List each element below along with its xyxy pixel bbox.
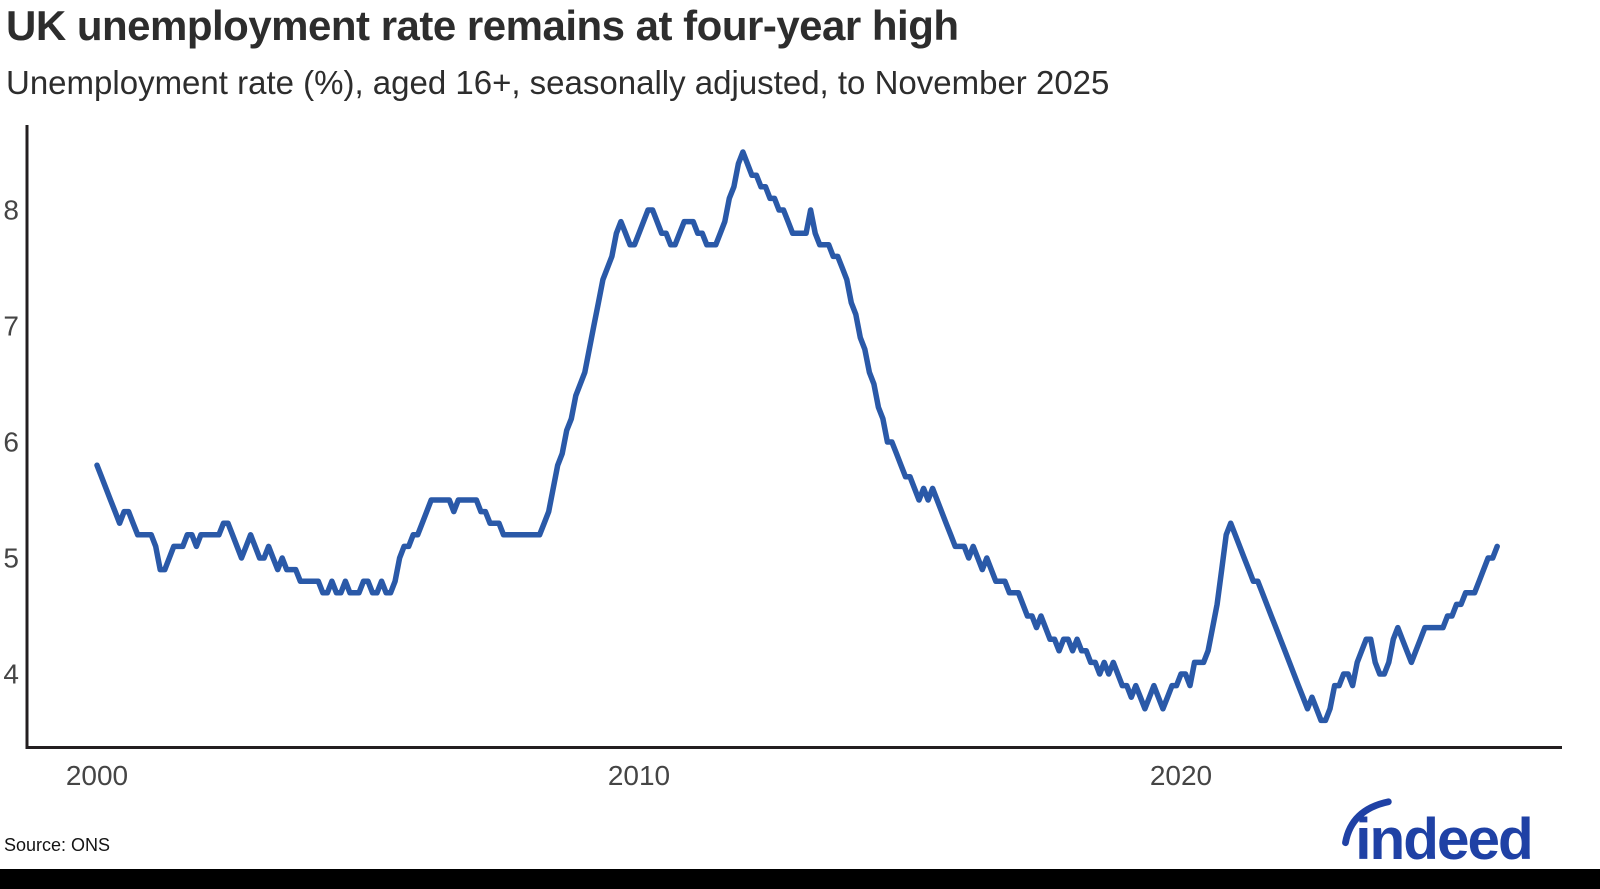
chart-subtitle: Unemployment rate (%), aged 16+, seasona…	[6, 64, 1110, 101]
unemployment-rate-line	[94, 149, 1500, 724]
y-tick-label-8: 8	[3, 195, 19, 226]
line-chart: 8 7 6 5 4 2000 2010 2020	[3, 125, 1562, 791]
y-axis-tick-labels: 8 7 6 5 4	[3, 195, 19, 690]
y-tick-label-4: 4	[3, 659, 19, 690]
footer-bar	[0, 869, 1600, 889]
x-tick-label-2010: 2010	[608, 760, 670, 791]
source-note: Source: ONS	[4, 835, 111, 855]
indeed-logo-text: indeed	[1355, 807, 1532, 868]
indeed-logo-arc-icon	[1342, 798, 1392, 847]
x-tick-label-2000: 2000	[66, 760, 128, 791]
y-tick-label-5: 5	[3, 543, 19, 574]
x-tick-label-2020: 2020	[1150, 760, 1212, 791]
indeed-logo: indeed	[1338, 794, 1536, 872]
page-title: UK unemployment rate remains at four-yea…	[6, 2, 959, 49]
y-tick-label-7: 7	[3, 311, 19, 342]
x-axis-tick-labels: 2000 2010 2020	[66, 760, 1212, 791]
y-tick-label-6: 6	[3, 427, 19, 458]
